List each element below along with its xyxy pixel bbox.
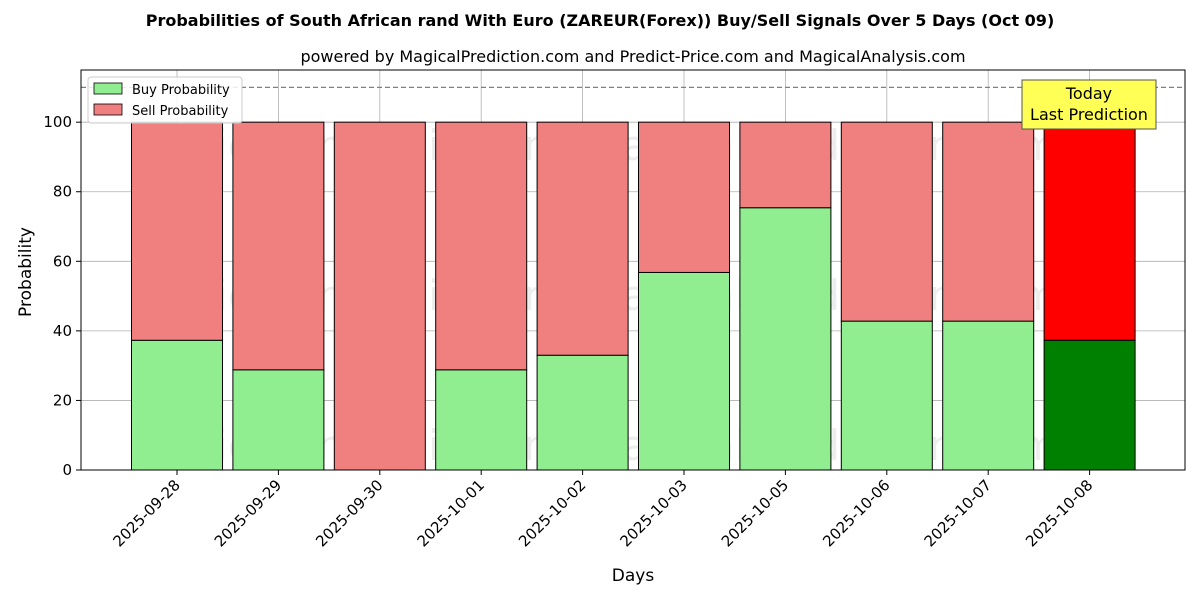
chart-title: Probabilities of South African rand With… bbox=[146, 11, 1055, 30]
chart-subtitle: powered by MagicalPrediction.com and Pre… bbox=[300, 47, 965, 66]
y-tick-label: 40 bbox=[53, 322, 72, 340]
x-ticks: 2025-09-28 2025-09-29 2025-09-30 2025-10-01… bbox=[109, 470, 1096, 550]
y-axis-label: Probability bbox=[16, 227, 36, 317]
x-tick-label: 2025-09-28 bbox=[109, 476, 183, 550]
bars bbox=[131, 121, 1136, 471]
sell-bar bbox=[435, 121, 528, 371]
sell-bar bbox=[942, 121, 1035, 322]
y-tick-label: 20 bbox=[53, 391, 72, 409]
y-tick-label: 100 bbox=[43, 113, 72, 131]
x-tick-label: 2025-10-01 bbox=[414, 476, 488, 550]
x-tick-label: 2025-10-06 bbox=[819, 476, 893, 550]
legend-sell-swatch bbox=[93, 103, 123, 116]
buy-bar bbox=[638, 271, 730, 471]
legend-buy-label: Buy Probability bbox=[132, 83, 230, 98]
sell-bar bbox=[840, 121, 933, 322]
x-tick-label: 2025-10-05 bbox=[718, 476, 792, 550]
buy-bar bbox=[942, 320, 1035, 471]
x-tick-label: 2025-09-30 bbox=[312, 476, 386, 550]
sell-bar bbox=[536, 121, 629, 356]
y-tick-label: 0 bbox=[62, 461, 72, 479]
sell-bar bbox=[1043, 121, 1136, 341]
sell-bar bbox=[638, 121, 730, 273]
today-annotation: Today Last Prediction bbox=[1021, 79, 1157, 130]
buy-bar bbox=[840, 320, 933, 471]
y-ticks: 0 20 40 60 80 100 bbox=[43, 113, 81, 479]
x-tick-label: 2025-10-08 bbox=[1022, 476, 1096, 550]
sell-bar bbox=[131, 121, 223, 341]
x-tick-label: 2025-10-02 bbox=[515, 476, 589, 550]
x-axis-label: Days bbox=[612, 566, 655, 586]
today-annotation-line1: Today bbox=[1065, 84, 1112, 103]
today-annotation-box bbox=[1021, 79, 1157, 130]
legend-buy-swatch bbox=[93, 82, 123, 95]
sell-bar bbox=[333, 121, 426, 471]
x-tick-label: 2025-09-29 bbox=[211, 476, 285, 550]
buy-bar bbox=[232, 369, 325, 471]
x-tick-label: 2025-10-07 bbox=[921, 476, 995, 550]
y-tick-label: 80 bbox=[53, 183, 72, 201]
today-annotation-line2: Last Prediction bbox=[1030, 105, 1148, 124]
sell-bar bbox=[739, 121, 832, 209]
x-tick-label: 2025-10-03 bbox=[616, 476, 690, 550]
legend-sell-label: Sell Probability bbox=[132, 104, 229, 119]
buy-bar bbox=[1043, 339, 1136, 471]
buy-bar bbox=[435, 369, 528, 471]
legend-box bbox=[87, 76, 243, 124]
buy-bar bbox=[131, 339, 223, 471]
y-tick-label: 60 bbox=[53, 252, 72, 270]
sell-bar bbox=[232, 121, 325, 371]
legend: Buy Probability Sell Probability bbox=[87, 76, 243, 124]
plot-frame bbox=[80, 69, 1186, 471]
buy-bar bbox=[536, 354, 629, 471]
buy-bar bbox=[739, 207, 832, 471]
